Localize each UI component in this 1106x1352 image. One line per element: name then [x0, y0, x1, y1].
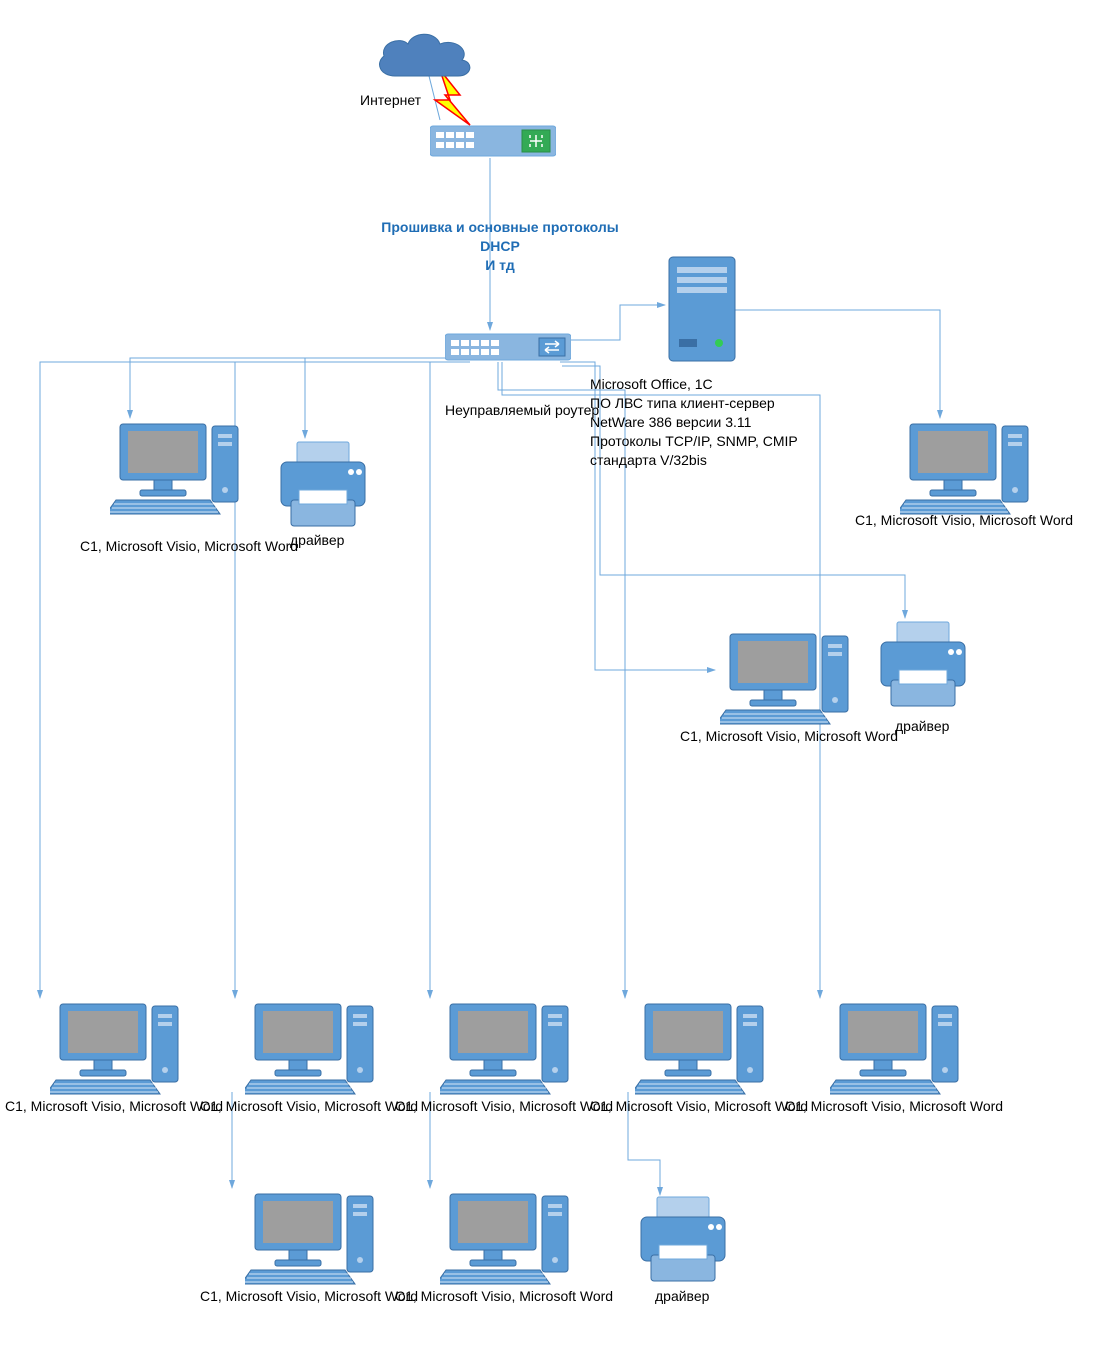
- printer-2: [875, 620, 971, 717]
- modem-icon: [430, 120, 556, 165]
- ws-caption-bot-1: С1, Microsoft Visio, Microsoft Word: [200, 1288, 418, 1304]
- switch-icon: [445, 330, 571, 369]
- internet-cloud-icon: [370, 28, 480, 95]
- ws-caption-row-5: С1, Microsoft Visio, Microsoft Word: [785, 1098, 1003, 1114]
- ws-caption-row-2: С1, Microsoft Visio, Microsoft Word: [200, 1098, 418, 1114]
- ws-caption-row-4: С1, Microsoft Visio, Microsoft Word: [590, 1098, 808, 1114]
- server-icon: [665, 255, 739, 372]
- router-unmanaged-label: Неуправляемый роутер: [445, 402, 599, 418]
- firmware-label: Прошивка и основные протоколы DHCP И тд: [370, 218, 630, 275]
- workstation-mid-right: [720, 630, 860, 731]
- ws-caption-mid-right: С1, Microsoft Visio, Microsoft Word: [680, 728, 898, 744]
- ws-caption-bot-2: С1, Microsoft Visio, Microsoft Word: [395, 1288, 613, 1304]
- printer-1: [275, 440, 371, 537]
- workstation-row-3: [440, 1000, 580, 1101]
- network-diagram: Интернет Прошивка и основные протоколы D…: [0, 0, 1106, 1352]
- workstation-bottom-2: [440, 1190, 580, 1291]
- printer-3: [635, 1195, 731, 1292]
- firmware-line2: И тд: [485, 257, 515, 273]
- printer1-caption: драйвер: [290, 532, 344, 548]
- ws-caption-row-1: С1, Microsoft Visio, Microsoft Word: [5, 1098, 223, 1114]
- workstation-row-2: [245, 1000, 385, 1101]
- printer2-caption: драйвер: [895, 718, 949, 734]
- ws-caption-top-right: С1, Microsoft Visio, Microsoft Word: [855, 512, 1073, 528]
- workstation-bottom-1: [245, 1190, 385, 1291]
- server-block-label: Microsoft Office, 1СПО ЛВС типа клиент-с…: [590, 375, 930, 469]
- ws-caption-top-left: С1, Microsoft Visio, Microsoft Word: [80, 538, 298, 554]
- workstation-row-4: [635, 1000, 775, 1101]
- ws-caption-row-3: С1, Microsoft Visio, Microsoft Word: [395, 1098, 613, 1114]
- internet-label: Интернет: [360, 92, 421, 108]
- firmware-line1: Прошивка и основные протоколы DHCP: [381, 219, 618, 254]
- workstation-row-5: [830, 1000, 970, 1101]
- workstation-top-left: [110, 420, 250, 521]
- printer3-caption: драйвер: [655, 1288, 709, 1304]
- workstation-row-1: [50, 1000, 190, 1101]
